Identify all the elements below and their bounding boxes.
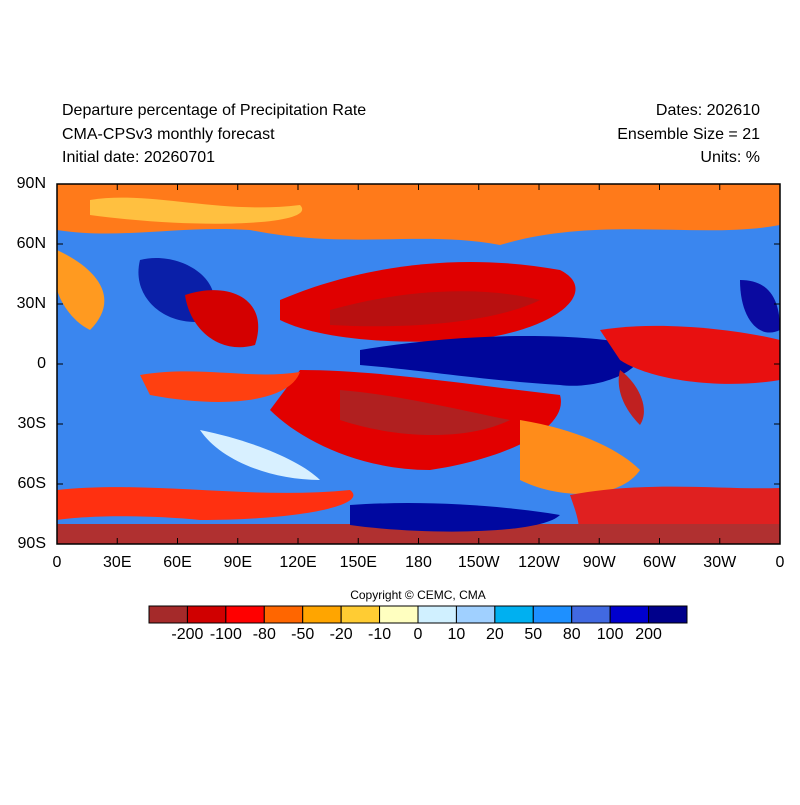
x-tick-label: 60W [643, 554, 677, 571]
y-tick-label: 30S [18, 415, 46, 432]
copyright: Copyright © CEMC, CMA [350, 588, 486, 602]
field [57, 184, 780, 544]
colorbar-label: 20 [486, 626, 504, 643]
x-tick-label: 0 [776, 554, 785, 571]
colorbar-label: 10 [448, 626, 466, 643]
colorbar-box [148, 605, 188, 624]
initial-date: Initial date: 20260701 [62, 149, 215, 166]
x-tick-label: 30E [103, 554, 131, 571]
x-tick-label: 150W [458, 554, 501, 571]
colorbar-label: -200 [171, 626, 203, 643]
colorbar-label: 100 [597, 626, 624, 643]
x-tick-label: 30W [703, 554, 737, 571]
model: CMA-CPSv3 monthly forecast [62, 126, 275, 143]
x-tick-label: 0 [53, 554, 62, 571]
x-tick-label: 60E [163, 554, 191, 571]
colorbar-label: -100 [210, 626, 242, 643]
y-tick-label: 60S [18, 475, 46, 492]
colorbar-box [225, 605, 265, 624]
colorbar-box [302, 605, 342, 624]
colorbar-box [417, 605, 457, 624]
colorbar-box [494, 605, 534, 624]
colorbar-box [648, 605, 688, 624]
dates: Dates: 202610 [656, 102, 760, 119]
colorbar-box [571, 605, 611, 624]
colorbar-label: -80 [253, 626, 276, 643]
x-tick-label: 90W [583, 554, 617, 571]
colorbar-label: -50 [291, 626, 314, 643]
colorbar-box [532, 605, 573, 624]
colorbar-box [455, 605, 496, 624]
y-tick-label: 30N [17, 295, 46, 312]
x-tick-label: 90E [224, 554, 252, 571]
colorbar-label: -10 [368, 626, 391, 643]
y-tick-label: 90N [17, 175, 46, 192]
colorbar-label: 80 [563, 626, 581, 643]
colorbar-box [186, 605, 227, 624]
y-tick-label: 90S [18, 535, 46, 552]
y-tick-label: 0 [37, 355, 46, 372]
colorbar-label: 0 [414, 626, 423, 643]
x-tick-label: 120E [279, 554, 316, 571]
colorbar-box [263, 605, 304, 624]
colorbar-box [340, 605, 381, 624]
title: Departure percentage of Precipitation Ra… [62, 102, 366, 119]
x-tick-label: 150E [340, 554, 377, 571]
x-tick-label: 120W [518, 554, 561, 571]
units: Units: % [700, 149, 760, 166]
colorbar-box [609, 605, 650, 624]
colorbar-label: -20 [330, 626, 353, 643]
colorbar-label: 200 [635, 626, 662, 643]
ensemble: Ensemble Size = 21 [617, 126, 760, 143]
colorbar-box [379, 605, 419, 624]
colorbar-label: 50 [524, 626, 542, 643]
x-tick-label: 180 [405, 554, 432, 571]
y-tick-label: 60N [17, 235, 46, 252]
